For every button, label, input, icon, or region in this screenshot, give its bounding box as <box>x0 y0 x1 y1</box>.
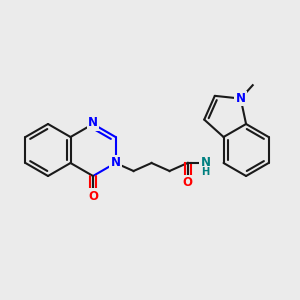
Text: N: N <box>236 92 246 105</box>
Text: O: O <box>182 176 193 190</box>
Text: N: N <box>88 116 98 130</box>
Text: N: N <box>200 155 211 169</box>
Text: N: N <box>110 157 121 169</box>
Text: H: H <box>201 167 210 177</box>
Text: O: O <box>88 190 98 202</box>
